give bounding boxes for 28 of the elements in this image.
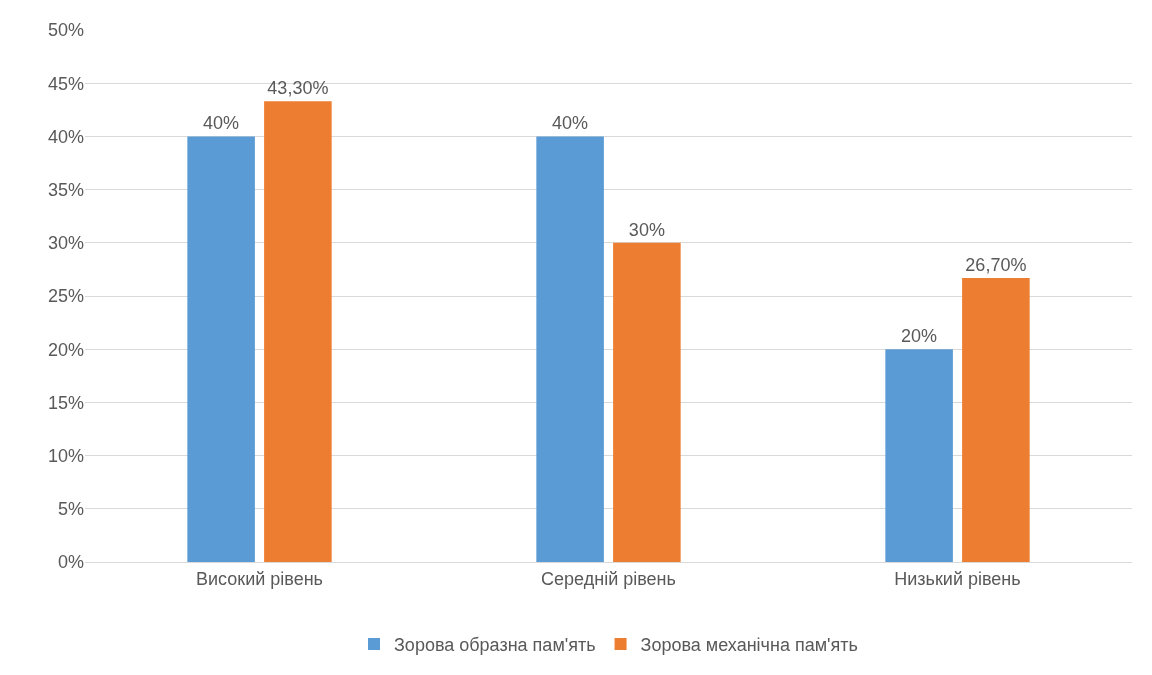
x-tick-label: Високий рівень: [196, 568, 323, 589]
bar: [962, 277, 1030, 562]
data-label: 30%: [628, 219, 665, 240]
data-label: 26,70%: [965, 254, 1027, 275]
y-tick-label: 0%: [57, 552, 84, 573]
y-tick-label: 25%: [47, 286, 84, 307]
data-label: 40%: [552, 113, 589, 134]
bar: [885, 349, 953, 562]
y-tick-label: 35%: [47, 179, 84, 200]
y-tick-label: 15%: [47, 392, 84, 413]
y-tick-label: 20%: [47, 339, 84, 360]
bar: [613, 242, 681, 562]
legend-label: Зорова образна пам'ять: [394, 635, 596, 656]
bar: [264, 101, 332, 562]
data-label: 43,30%: [267, 78, 329, 99]
x-tick-label: Середній рівень: [541, 568, 676, 589]
legend-label: Зорова механічна пам'ять: [640, 635, 858, 656]
y-tick-label: 40%: [47, 126, 84, 147]
y-tick-label: 10%: [47, 445, 84, 466]
y-tick-label: 45%: [47, 73, 84, 94]
y-tick-label: 30%: [47, 233, 84, 254]
bar: [187, 136, 255, 562]
x-tick-label: Низький рівень: [894, 568, 1021, 589]
data-label: 40%: [203, 113, 240, 134]
data-label: 20%: [901, 326, 938, 347]
y-tick-label: 5%: [57, 499, 84, 520]
bar: [536, 136, 604, 562]
y-tick-label: 50%: [47, 20, 84, 41]
